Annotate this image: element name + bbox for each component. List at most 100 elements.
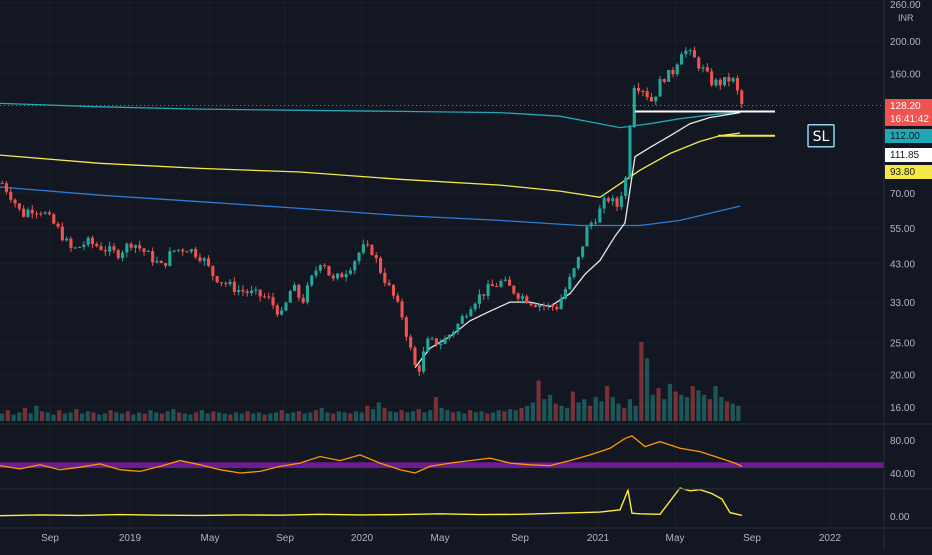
candle-body (129, 243, 133, 248)
ma-line-cyan (0, 102, 741, 129)
volume-bar (376, 402, 381, 421)
sl-box[interactable] (807, 124, 835, 148)
candle-body (735, 78, 739, 91)
candle-body (546, 304, 550, 307)
candle-body (78, 246, 82, 248)
candle-body (314, 270, 318, 276)
candle-body (305, 285, 309, 303)
candle-body (323, 265, 327, 267)
volume-bar (490, 412, 496, 421)
candle-body (241, 289, 245, 292)
volume-bar (730, 403, 735, 421)
candle-body (336, 273, 340, 279)
candle-body (628, 126, 632, 178)
time-tick-label: 2021 (587, 533, 610, 544)
candle-body (181, 249, 185, 252)
candle-body (237, 289, 241, 292)
volume-bar (696, 390, 701, 421)
price-tick-label: 260.00 (890, 0, 921, 11)
oscillator-line (0, 487, 743, 517)
price-axis[interactable]: 16.00 20.00 25.00 33.00 43.00 55.00 70.00 160.0… (885, 0, 932, 523)
candle-body (710, 71, 714, 86)
rsi-tick-label: 40.00 (890, 469, 915, 480)
candle-body (430, 338, 434, 340)
volume-bar (199, 410, 204, 421)
candle-body (671, 69, 675, 75)
candle-body (262, 296, 266, 298)
volume-bar (587, 405, 593, 421)
volume-bar (342, 412, 347, 421)
rsi-tick-label: 80.00 (890, 436, 915, 447)
osc-tick-label: 0.00 (890, 512, 910, 523)
candle-body (258, 289, 262, 297)
volume-bar (136, 412, 142, 421)
rsi-line (0, 435, 743, 474)
candle-body (318, 265, 322, 271)
volume-bar (131, 414, 136, 421)
candle-body (667, 69, 671, 82)
candle-body (615, 198, 619, 207)
time-tick-label: 2020 (351, 533, 374, 544)
volume-bar (125, 411, 130, 421)
volume-bar (468, 410, 473, 421)
volume-bar (605, 386, 610, 421)
volume-bar (154, 412, 159, 421)
price-tick-label: 160.00 (890, 69, 921, 80)
volume-bar (302, 413, 307, 421)
candle-body (348, 270, 352, 274)
candle-body (189, 249, 193, 252)
volume-bar (359, 412, 364, 421)
volume-bar (285, 413, 290, 421)
candle-body (146, 251, 150, 253)
candle-body (740, 90, 744, 104)
volume-bar (633, 405, 638, 421)
candle-body (168, 251, 172, 266)
volume-bar (622, 408, 627, 421)
candle-body (568, 277, 572, 290)
candle-body (387, 282, 391, 285)
candle-body (138, 245, 142, 249)
candle-body (47, 212, 51, 215)
volume-bar (507, 409, 513, 421)
volume-bar (656, 388, 661, 421)
candle-body (30, 209, 34, 214)
volume-bar (262, 414, 267, 421)
candle-body (456, 323, 460, 332)
volume-bar (639, 342, 644, 421)
rsi-pane (0, 435, 884, 474)
candle-body (718, 79, 722, 86)
volume-bar (473, 412, 478, 421)
candle-body (22, 208, 26, 217)
time-tick-label: May (431, 533, 450, 544)
candle-body (624, 177, 628, 196)
oscillator-pane (0, 487, 743, 517)
candle-body (654, 96, 658, 102)
volume-bar (194, 412, 199, 421)
volume-bar (171, 409, 176, 421)
volume-bar (582, 399, 587, 421)
white-ma-badge: 111.85 (890, 150, 920, 161)
candle-body (594, 222, 598, 224)
candle-body (619, 195, 623, 207)
candle-body (112, 246, 116, 251)
time-axis[interactable]: Sep 2019 May Sep 2020 May Sep 2021 May Sep 2022 (41, 533, 841, 544)
candle-body (473, 303, 477, 310)
yellow-ma-badge: 93.80 (890, 167, 915, 178)
candle-body (662, 79, 666, 82)
candle-body (645, 91, 649, 98)
volume-bar (667, 383, 673, 421)
candle-body (482, 294, 486, 296)
candle-body (366, 244, 370, 246)
candle-body (194, 249, 198, 258)
candle-body (52, 214, 56, 224)
volume-bar (17, 412, 22, 421)
volume-bar (428, 410, 433, 421)
candle-body (245, 291, 249, 294)
volume-bar (57, 410, 62, 421)
candle-body (121, 252, 125, 258)
sl-annotation[interactable]: SL (807, 124, 835, 148)
candle-body (73, 247, 77, 249)
volume-bar (456, 411, 461, 421)
